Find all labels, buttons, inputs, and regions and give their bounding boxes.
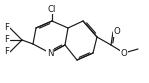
- Text: N: N: [47, 48, 53, 58]
- Text: F: F: [4, 23, 9, 33]
- Text: O: O: [121, 48, 127, 58]
- Text: F: F: [4, 36, 9, 44]
- Text: F: F: [4, 47, 9, 57]
- Text: Cl: Cl: [48, 4, 56, 14]
- Text: O: O: [114, 27, 121, 37]
